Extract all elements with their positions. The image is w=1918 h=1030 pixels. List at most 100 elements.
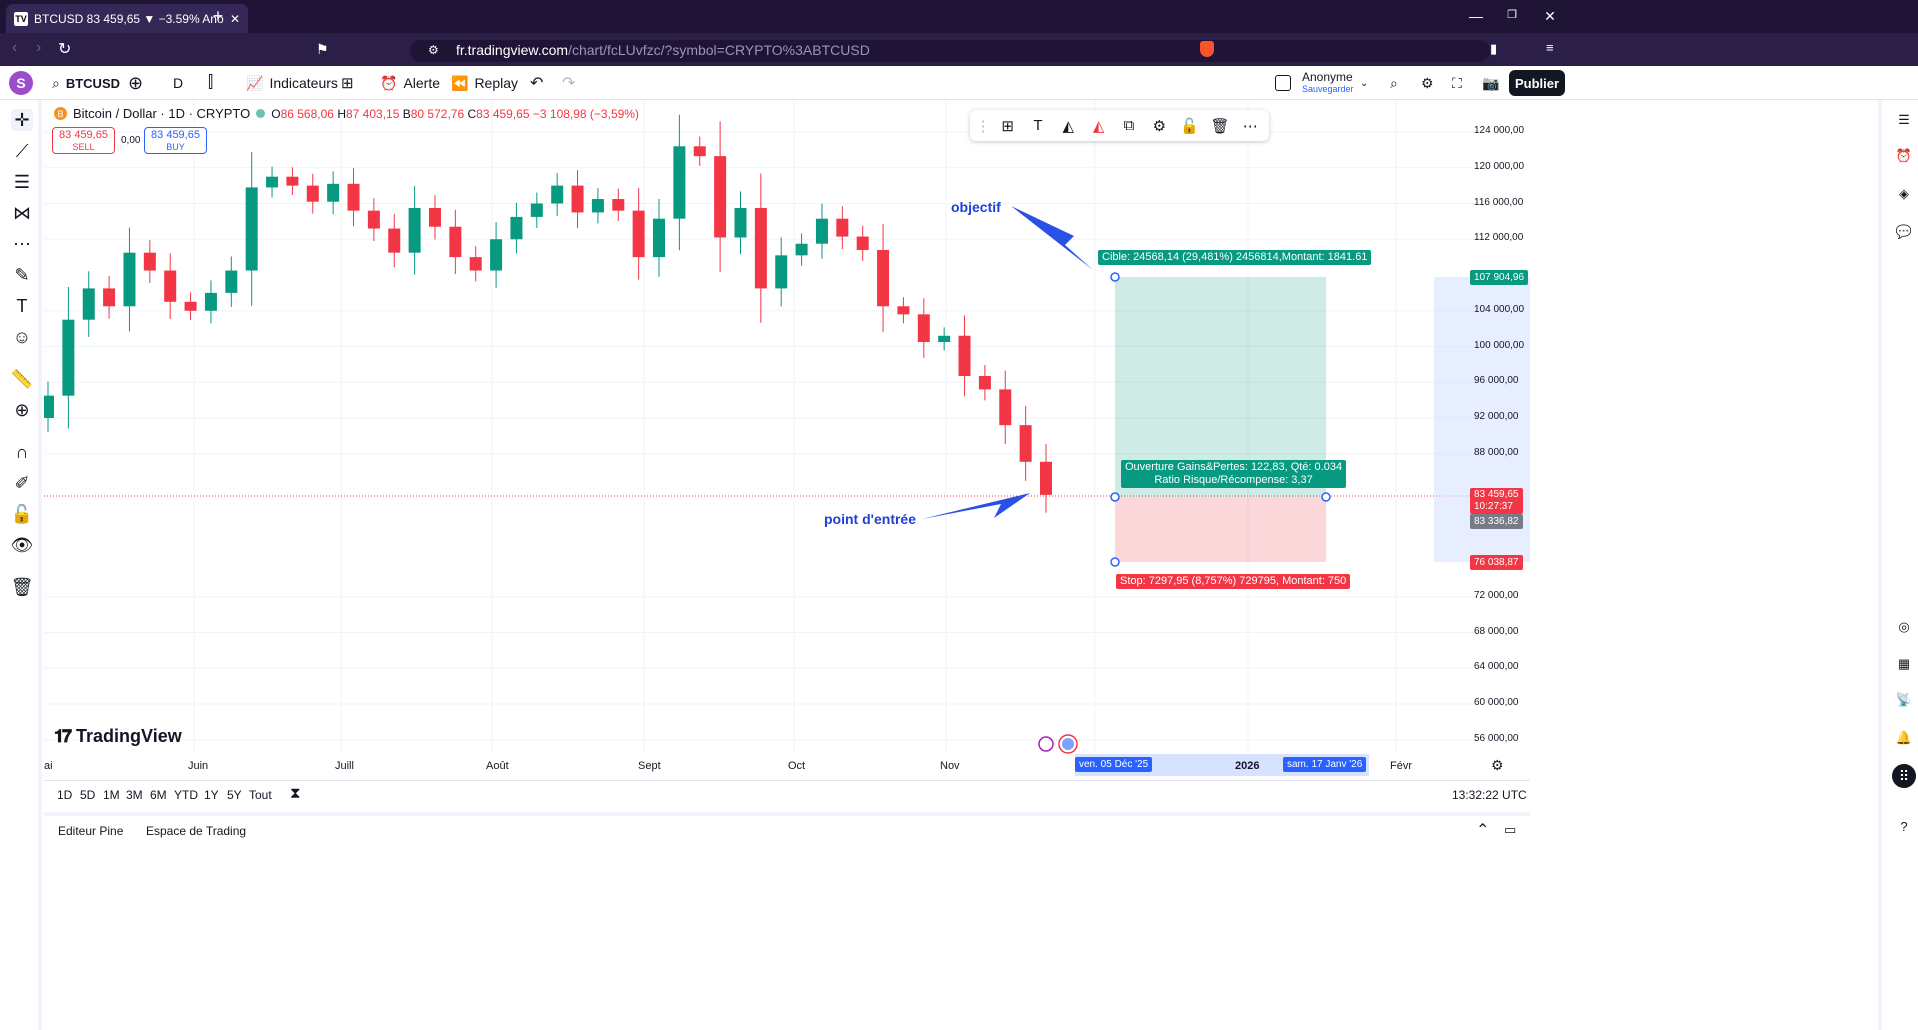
lock-icon[interactable]: 🔓 bbox=[10, 503, 34, 524]
save-layout-button[interactable]: Anonyme Sauvegarder bbox=[1302, 71, 1354, 95]
timeframe-1y[interactable]: 1Y bbox=[204, 788, 219, 802]
fib-retracement-icon[interactable]: ☰ bbox=[13, 171, 31, 192]
stop-handle[interactable] bbox=[1110, 557, 1120, 567]
templates-icon[interactable]: ⊞ bbox=[1001, 117, 1014, 135]
text-tool-icon[interactable]: T bbox=[16, 295, 28, 316]
event-icons[interactable] bbox=[1038, 734, 1078, 754]
lock-drawing-icon[interactable]: 🔓 bbox=[1180, 117, 1199, 135]
entry-point-annotation[interactable]: point d'entrée bbox=[824, 511, 916, 527]
emoji-icon[interactable]: ☺ bbox=[12, 326, 32, 347]
more-icon[interactable]: ⋯ bbox=[1242, 117, 1258, 135]
site-settings-icon[interactable]: ⚙ bbox=[428, 43, 439, 57]
close-tab-icon[interactable]: ✕ bbox=[229, 11, 240, 26]
url-field[interactable]: ⚙ fr.tradingview.com/chart/fcLUvfzc/?sym… bbox=[410, 40, 1490, 62]
calendar-icon[interactable]: ▦ bbox=[1897, 656, 1911, 671]
crosshair-icon[interactable]: ✛ bbox=[11, 109, 33, 131]
chart-settings-icon[interactable]: ⧉ bbox=[1123, 117, 1135, 134]
candle-type-icon[interactable]: ⫿ bbox=[208, 74, 214, 91]
menu-icon[interactable]: ≡ bbox=[1546, 40, 1554, 55]
alerts-clock-icon[interactable]: ⏰ bbox=[1895, 148, 1913, 163]
drag-handle-icon[interactable]: ⋮ bbox=[975, 117, 991, 135]
timeframe-6m[interactable]: 6M bbox=[150, 788, 167, 802]
reload-icon[interactable]: ↻ bbox=[58, 41, 72, 58]
clock-label[interactable]: 13:32:22 UTC bbox=[1452, 788, 1527, 802]
settings-icon[interactable]: ⚙ bbox=[1152, 117, 1167, 135]
ruler-icon[interactable]: 📏 bbox=[10, 368, 34, 389]
position-loss-zone[interactable] bbox=[1115, 497, 1326, 562]
alert-button[interactable]: ⏰ Alerte bbox=[380, 66, 440, 100]
minimize-icon[interactable]: — bbox=[1469, 8, 1483, 24]
forecast-icon[interactable]: ⋯ bbox=[13, 233, 31, 254]
trash-icon[interactable]: 🗑 bbox=[10, 576, 34, 597]
brush-icon[interactable]: ✎ bbox=[14, 264, 30, 285]
timeframe-1m[interactable]: 1M bbox=[103, 788, 120, 802]
fill-color-icon[interactable]: ◭ bbox=[1062, 117, 1075, 135]
time-axis[interactable]: ai Juin Juill Août Sept Oct Nov 2026 Fév… bbox=[44, 752, 1530, 780]
delete-drawing-icon[interactable]: 🗑 bbox=[1210, 117, 1230, 135]
redo-icon[interactable]: ↷ bbox=[562, 75, 576, 92]
settings-gear-icon[interactable]: ⚙ bbox=[1421, 74, 1434, 91]
layout-checkbox[interactable] bbox=[1275, 75, 1291, 91]
publish-button[interactable]: Publier bbox=[1509, 70, 1565, 96]
lock-pencil-icon[interactable]: ✐ bbox=[14, 472, 30, 493]
stop-label[interactable]: Stop: 7297,95 (8,757%) 729795, Montant: … bbox=[1116, 574, 1351, 589]
pine-editor-tab[interactable]: Editeur Pine bbox=[58, 824, 124, 838]
apps-grid-icon[interactable]: ⠿ bbox=[1892, 764, 1916, 788]
timeframe-5y[interactable]: 5Y bbox=[227, 788, 242, 802]
trading-panel-tab[interactable]: Espace de Trading bbox=[146, 824, 247, 838]
entry-handle-left[interactable] bbox=[1110, 492, 1120, 502]
quick-search-icon[interactable]: ⌕ bbox=[1390, 74, 1398, 91]
user-avatar[interactable]: S bbox=[9, 71, 33, 95]
eye-icon[interactable]: 👁 bbox=[10, 534, 34, 555]
feed-icon[interactable]: 📡 bbox=[1895, 692, 1913, 707]
bookmark-icon[interactable]: ⚑ bbox=[316, 41, 329, 57]
layers-icon[interactable]: ◈ bbox=[1899, 186, 1909, 201]
target-icon[interactable]: ◎ bbox=[1898, 619, 1910, 634]
text-icon[interactable]: T bbox=[1033, 117, 1043, 134]
symbol-search-button[interactable]: ⌕ BTCUSD bbox=[52, 66, 120, 100]
notifications-bell-icon[interactable]: 🔔 bbox=[1895, 730, 1913, 745]
chart-svg[interactable] bbox=[44, 100, 1530, 765]
browser-tab[interactable]: TV BTCUSD 83 459,65 ▼ −3.59% Anonyme ✕ bbox=[6, 4, 248, 33]
indicators-button[interactable]: 📈 Indicateurs bbox=[246, 66, 338, 100]
forward-icon[interactable]: › bbox=[36, 39, 42, 56]
pattern-icon[interactable]: ⋈ bbox=[13, 202, 31, 223]
sidebar-toggle-icon[interactable]: ▮ bbox=[1490, 41, 1498, 56]
chevron-down-icon[interactable]: ⌄ bbox=[1360, 77, 1369, 89]
watchlist-icon[interactable]: ☰ bbox=[1898, 112, 1910, 127]
close-window-icon[interactable]: ✕ bbox=[1544, 8, 1556, 24]
axis-settings-icon[interactable]: ⚙ bbox=[1491, 757, 1504, 773]
undo-icon[interactable]: ↶ bbox=[530, 75, 544, 92]
compare-add-icon[interactable]: ⊕ bbox=[128, 72, 144, 93]
maximize-panel-icon[interactable]: ▭ bbox=[1504, 822, 1517, 837]
date-range-icon[interactable]: ⧗ bbox=[290, 785, 301, 802]
magnet-icon[interactable]: ∩ bbox=[15, 441, 29, 462]
replay-button[interactable]: ⏪ Replay bbox=[451, 66, 518, 100]
loss-color-icon[interactable]: ◭ bbox=[1092, 117, 1105, 135]
layouts-icon[interactable]: ⊞ bbox=[341, 75, 354, 92]
symbol-title[interactable]: Bitcoin / Dollar · 1D · CRYPTO bbox=[73, 106, 251, 121]
interval-button[interactable]: D bbox=[173, 75, 184, 91]
entry-handle-right[interactable] bbox=[1321, 492, 1331, 502]
target-handle[interactable] bbox=[1110, 272, 1120, 282]
brave-shield-icon[interactable] bbox=[1200, 41, 1214, 57]
new-tab-icon[interactable]: + bbox=[212, 6, 224, 26]
sell-button[interactable]: 83 459,65 SELL bbox=[52, 127, 115, 154]
buy-button[interactable]: 83 459,65 BUY bbox=[144, 127, 207, 154]
chat-icon[interactable]: 💬 bbox=[1895, 224, 1913, 239]
open-pnl-label[interactable]: Ouverture Gains&Pertes: 122,83, Qté: 0.0… bbox=[1121, 460, 1347, 488]
snapshot-camera-icon[interactable]: 📷 bbox=[1482, 74, 1500, 91]
maximize-icon[interactable]: ❐ bbox=[1507, 9, 1517, 21]
collapse-panel-icon[interactable]: ⌃ bbox=[1476, 822, 1490, 839]
zoom-in-icon[interactable]: ⊕ bbox=[14, 399, 30, 420]
price-axis[interactable]: 124 000,00 120 000,00 116 000,00 112 000,00… bbox=[1434, 100, 1530, 765]
timeframe-5d[interactable]: 5D bbox=[80, 788, 96, 802]
timeframe-all[interactable]: Tout bbox=[249, 788, 272, 802]
timeframe-ytd[interactable]: YTD bbox=[174, 788, 198, 802]
fullscreen-icon[interactable]: ⛶ bbox=[1452, 74, 1462, 91]
timeframe-1d[interactable]: 1D bbox=[57, 788, 73, 802]
target-label[interactable]: Cible: 24568,14 (29,481%) 2456814,Montan… bbox=[1098, 250, 1372, 265]
chart-pane[interactable]: objectif point d'entrée Cible: 24568,14 … bbox=[44, 100, 1530, 765]
back-icon[interactable]: ‹ bbox=[12, 39, 18, 56]
objectif-annotation[interactable]: objectif bbox=[951, 199, 1001, 215]
